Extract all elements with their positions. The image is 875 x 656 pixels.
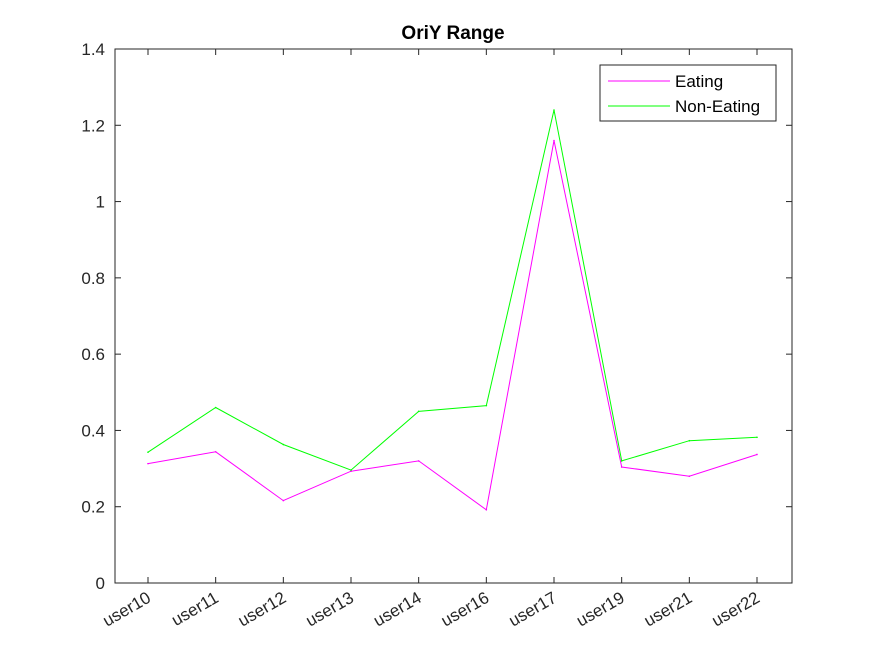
y-tick-label: 0.8 (81, 269, 105, 288)
data-point-non-eating (417, 410, 420, 413)
data-point-non-eating (688, 439, 691, 442)
y-tick-label: 0.4 (81, 421, 105, 440)
y-tick-label: 1.4 (81, 40, 105, 59)
y-tick-label: 1 (96, 193, 105, 212)
data-point-non-eating (756, 436, 758, 439)
data-point-non-eating (147, 451, 149, 453)
data-point-non-eating (620, 460, 623, 462)
data-point-eating (756, 453, 758, 456)
data-point-eating (620, 466, 623, 468)
y-tick-label: 0.2 (81, 498, 105, 517)
data-point-non-eating (553, 109, 555, 111)
data-point-eating (553, 139, 555, 142)
data-point-non-eating (282, 443, 285, 446)
y-tick-label: 0.6 (81, 345, 105, 364)
series-line-eating (147, 140, 758, 511)
data-point-eating (214, 450, 217, 453)
data-point-eating (688, 475, 691, 478)
data-point-eating (282, 499, 285, 502)
data-point-eating (417, 460, 420, 462)
legend: Eating Non-Eating (599, 64, 777, 122)
data-point-eating (147, 462, 149, 465)
y-axis: 0 0.2 0.4 0.6 0.8 1 1.2 1.4 (81, 40, 792, 593)
plot-area (114, 48, 793, 584)
data-point-eating (350, 470, 352, 473)
chart-title: OriY Range (401, 23, 504, 44)
data-point-non-eating (214, 406, 217, 409)
data-point-eating (485, 508, 488, 511)
y-tick-label: 1.2 (81, 116, 105, 135)
legend-box (599, 64, 777, 122)
data-point-non-eating (350, 469, 352, 471)
legend-label-non-eating: Non-Eating (675, 97, 760, 116)
legend-label-eating: Eating (675, 72, 723, 91)
series-layer (147, 109, 758, 511)
data-point-non-eating (485, 404, 488, 407)
y-tick-label: 0 (96, 574, 105, 593)
series-line-non-eating (147, 109, 758, 471)
